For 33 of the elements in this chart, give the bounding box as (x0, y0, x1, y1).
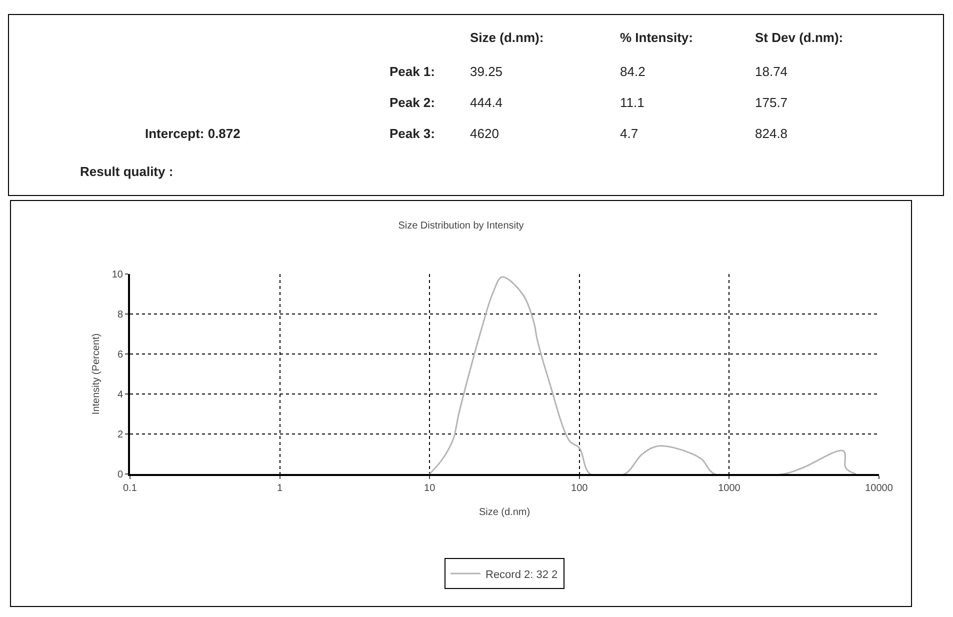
text: 18.74 (755, 64, 788, 79)
y-tick-label: 0 (117, 470, 124, 480)
text: 84.2 (620, 64, 646, 79)
y-axis-title: Intensity (Percent) (91, 333, 102, 415)
text: Size (d.nm): (470, 30, 544, 45)
x-tick-label: 10 (424, 483, 436, 494)
text: Peak 3: (389, 126, 435, 141)
text: 4620 (470, 126, 499, 141)
text: Result quality : (80, 164, 174, 179)
x-axis-title: Size (d.nm) (478, 507, 530, 518)
x-tick-label: 100 (571, 483, 588, 494)
y-tick-label: 4 (117, 390, 124, 400)
y-tick-label: 8 (117, 310, 124, 320)
y-tick-label: 6 (117, 350, 124, 360)
text: Intercept: 0.872 (145, 126, 240, 141)
legend-label: Record 2: 32 2 (486, 568, 558, 581)
text: Peak 2: (389, 95, 435, 110)
chart-title: Size Distribution by Intensity (398, 220, 524, 232)
text: % Intensity: (620, 30, 693, 45)
text: 444.4 (470, 95, 503, 110)
y-tick-label: 10 (112, 270, 124, 280)
x-tick-label: 0.1 (123, 483, 138, 494)
text: 4.7 (620, 126, 638, 141)
y-tick-label: 2 (117, 430, 124, 440)
x-tick-label: 1 (277, 483, 284, 494)
text: 824.8 (755, 126, 788, 141)
x-tick-label: 10000 (865, 483, 894, 494)
text: St Dev (d.nm): (755, 30, 844, 45)
text: 39.25 (470, 64, 503, 79)
x-tick-label: 1000 (718, 483, 741, 494)
text: 175.7 (755, 95, 788, 110)
text: Peak 1: (389, 64, 435, 79)
text: 11.1 (620, 95, 644, 110)
